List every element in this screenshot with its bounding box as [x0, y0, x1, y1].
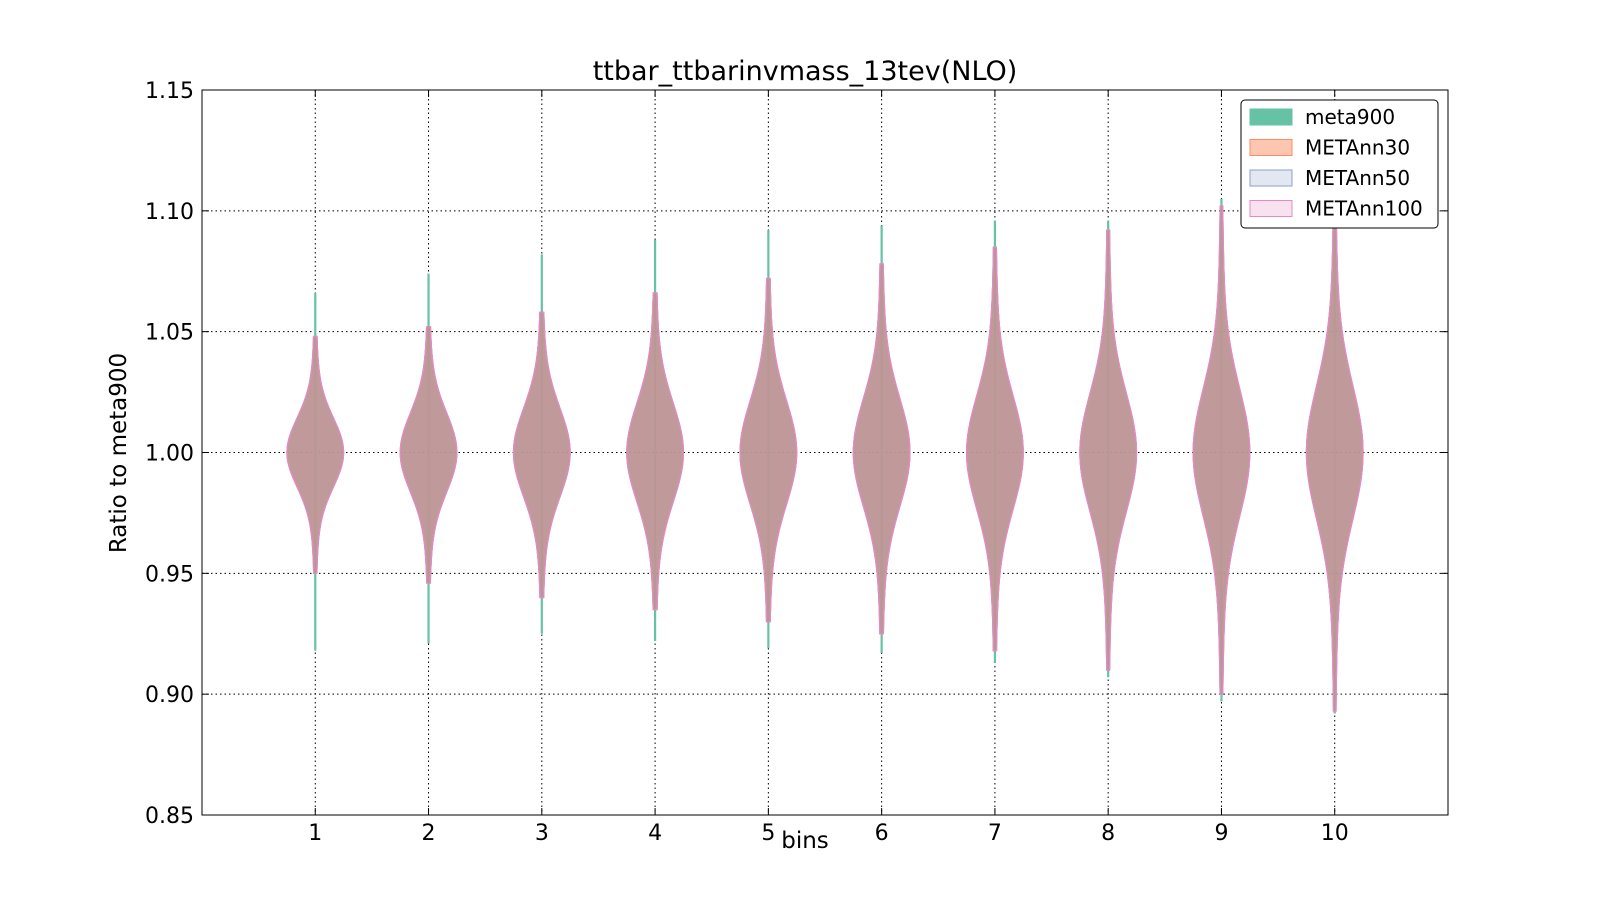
- x-tick-label: 3: [535, 821, 549, 846]
- legend-box: [1240, 99, 1439, 229]
- legend-label: METAnn50: [1305, 166, 1410, 190]
- legend-label: METAnn100: [1305, 197, 1423, 221]
- violin-METAnn100-bin-3: [512, 311, 571, 599]
- x-tick-label: 7: [988, 821, 1002, 846]
- legend-swatch: [1249, 108, 1293, 126]
- violin-METAnn100-bin-6: [852, 263, 911, 635]
- violin-METAnn100-bin-8: [1079, 229, 1138, 671]
- y-tick-label: 0.90: [145, 683, 194, 708]
- y-tick-label: 0.85: [145, 804, 194, 829]
- violin-METAnn100-bin-7: [966, 246, 1024, 652]
- violin-METAnn100-bin-5: [739, 277, 798, 623]
- violin-METAnn100-bin-2: [399, 326, 458, 584]
- x-tick-label: 10: [1321, 821, 1349, 846]
- legend-swatch: [1249, 169, 1293, 187]
- legend-label: METAnn30: [1305, 136, 1410, 160]
- legend-swatch: [1249, 139, 1293, 156]
- axis-ticks: 0.85 0.90 0.95 1.00 1.05 1.10 1.15 1 2 3 4 5 6 7 8 9 10: [145, 79, 1448, 846]
- violin-METAnn100-bin-1: [286, 335, 345, 574]
- x-tick-label: 1: [308, 821, 322, 846]
- x-tick-label: 2: [422, 821, 436, 846]
- y-tick-label: 1.00: [145, 442, 194, 467]
- y-axis-label: Ratio to meta900: [106, 353, 132, 553]
- y-tick-label: 1.10: [145, 200, 194, 225]
- x-axis-label: bins: [781, 828, 829, 854]
- y-tick-label: 1.15: [145, 79, 194, 104]
- x-tick-label: 4: [648, 821, 662, 846]
- violins: [286, 190, 1364, 714]
- series-METAnn100: [286, 190, 1364, 712]
- legend: meta900 METAnn30 METAnn50 METAnn100: [1240, 99, 1439, 229]
- chart-title: ttbar_ttbarinvmass_13tev(NLO): [593, 56, 1018, 87]
- y-tick-label: 1.05: [145, 321, 194, 346]
- x-tick-label: 9: [1214, 821, 1228, 846]
- x-tick-label: 6: [875, 821, 889, 846]
- y-tick-label: 0.95: [145, 562, 194, 587]
- violin-METAnn100-bin-4: [626, 292, 685, 611]
- x-tick-label: 8: [1101, 821, 1115, 846]
- legend-label: meta900: [1305, 105, 1395, 129]
- x-tick-label: 5: [761, 821, 775, 846]
- violin-METAnn100-bin-9: [1192, 205, 1251, 695]
- legend-swatch: [1249, 200, 1293, 217]
